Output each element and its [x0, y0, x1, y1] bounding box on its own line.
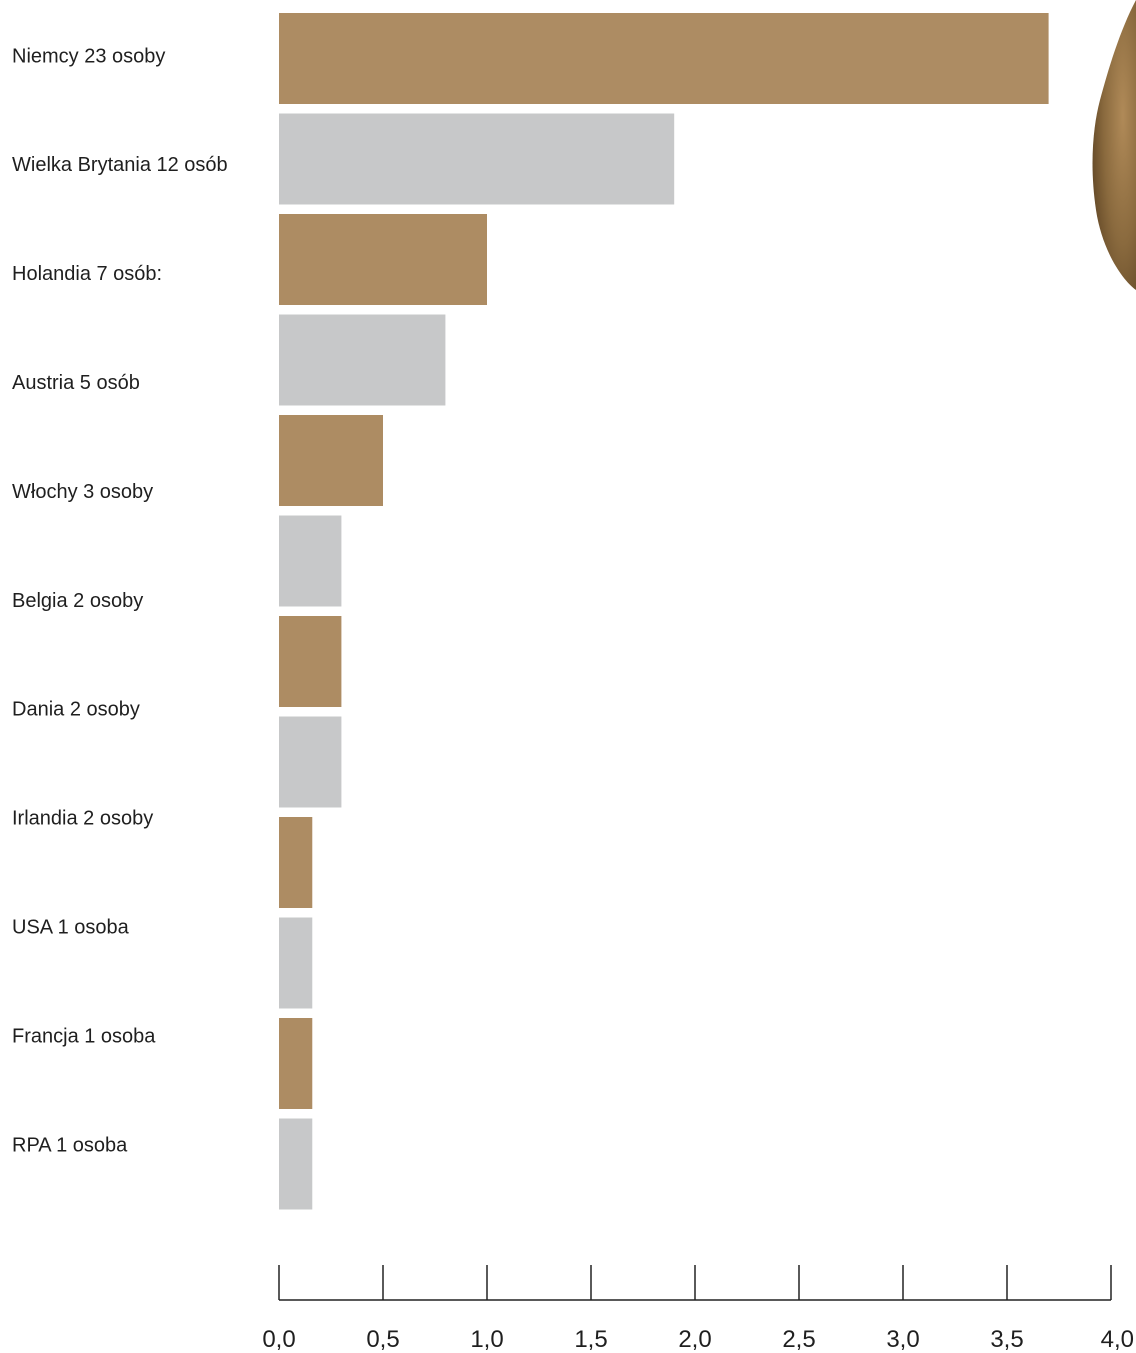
- bar: [279, 13, 1049, 104]
- bar: [279, 214, 487, 305]
- bar: [279, 917, 313, 1009]
- bar: [279, 515, 342, 607]
- category-label: Francja 1 osoba: [12, 1025, 156, 1047]
- category-label: Wielka Brytania 12 osób: [12, 154, 228, 176]
- bars-group: [279, 13, 1049, 1210]
- bar: [279, 817, 313, 908]
- bar: [279, 1118, 313, 1210]
- category-label: USA 1 osoba: [12, 916, 130, 938]
- category-label: Austria 5 osób: [12, 372, 140, 394]
- x-tick-label: 1,5: [574, 1326, 607, 1353]
- x-tick-label: 2,5: [782, 1326, 815, 1353]
- x-tick-label: 1,0: [470, 1326, 503, 1353]
- x-tick-label: 3,5: [990, 1326, 1023, 1353]
- x-axis: 0,0 0,5 1,0 1,5 2,0 2,5 3,0 3,5 4,0: [262, 1265, 1134, 1353]
- category-labels-group: Niemcy 23 osoby Wielka Brytania 12 osób Ho…: [12, 45, 228, 1156]
- category-label: Dania 2 osoby: [12, 699, 140, 721]
- x-tick-label: 3,0: [886, 1326, 919, 1353]
- x-tick-label: 0,0: [262, 1326, 295, 1353]
- category-label: Irlandia 2 osoby: [12, 808, 153, 830]
- category-label: Niemcy 23 osoby: [12, 45, 165, 67]
- category-label: Belgia 2 osoby: [12, 590, 143, 612]
- category-label: Holandia 7 osób:: [12, 263, 162, 285]
- bar: [279, 415, 383, 506]
- bar: [279, 314, 446, 406]
- decorative-shape: [1092, 0, 1136, 290]
- bar: [279, 716, 342, 808]
- bar: [279, 1018, 313, 1109]
- x-tick-label: 4,0: [1101, 1326, 1134, 1353]
- x-tick-label: 2,0: [678, 1326, 711, 1353]
- category-label: Włochy 3 osoby: [12, 481, 153, 503]
- category-label: RPA 1 osoba: [12, 1134, 128, 1156]
- bar: [279, 113, 675, 205]
- bar: [279, 616, 342, 707]
- x-tick-label: 0,5: [366, 1326, 399, 1353]
